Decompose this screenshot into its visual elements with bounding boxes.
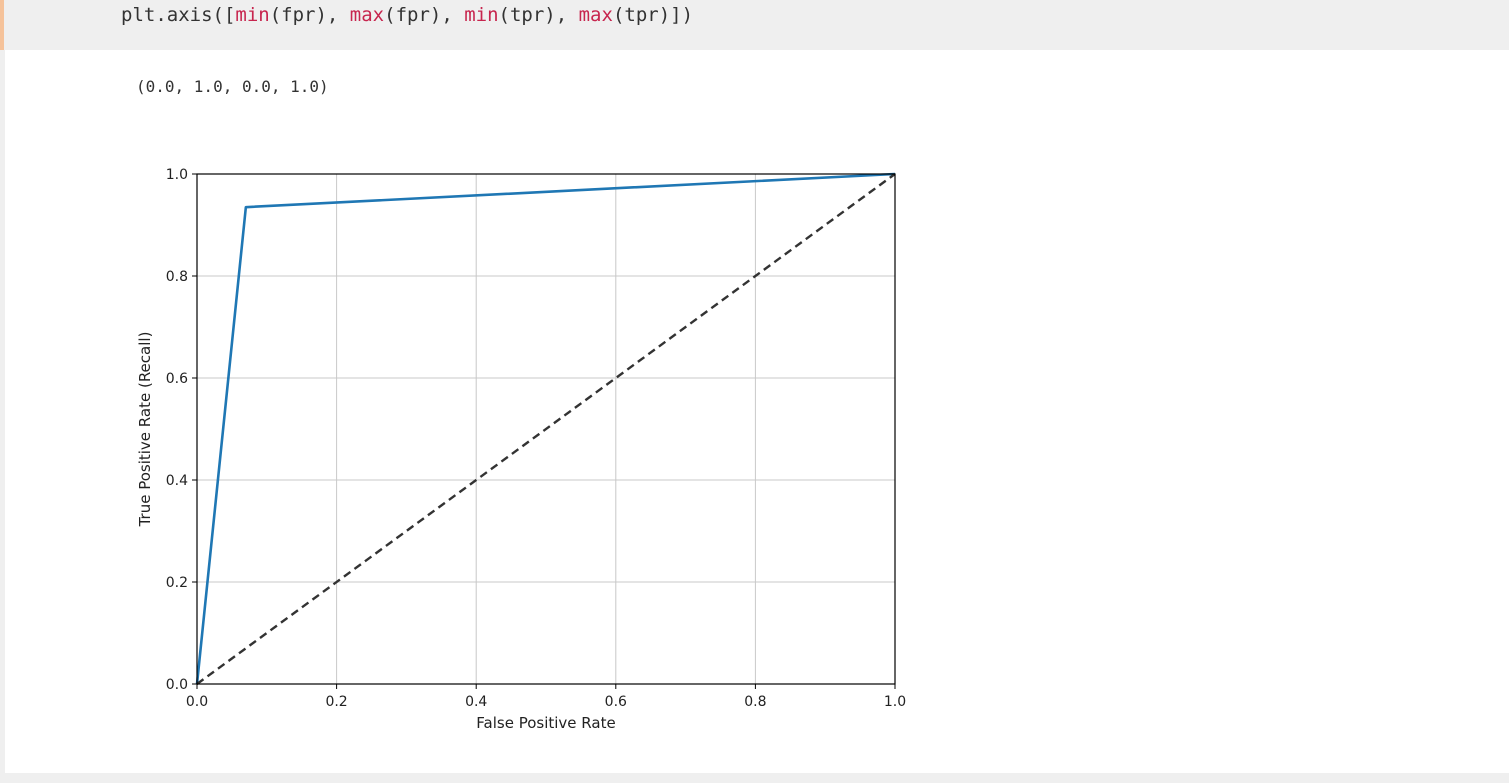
x-tick-label: 0.8 bbox=[744, 694, 766, 710]
roc-curve-line bbox=[195, 172, 896, 685]
y-tick-label: 0.4 bbox=[166, 473, 188, 489]
x-ticks: 0.0 0.2 0.4 0.6 0.8 1.0 bbox=[186, 684, 906, 710]
x-axis-label: False Positive Rate bbox=[476, 714, 615, 732]
diagonal-reference-line bbox=[196, 173, 896, 685]
y-tick-label: 0.2 bbox=[166, 575, 188, 591]
code-token: (tpr), bbox=[498, 4, 579, 26]
x-tick-label: 0.2 bbox=[325, 694, 347, 710]
cell-bottom-border bbox=[0, 773, 1509, 783]
cell-selection-marker bbox=[0, 0, 4, 50]
code-input-cell[interactable]: plt.axis([min(fpr), max(fpr), min(tpr), … bbox=[0, 0, 1509, 50]
y-axis-label: True Positive Rate (Recall) bbox=[136, 332, 154, 528]
output-text: (0.0, 1.0, 0.0, 1.0) bbox=[136, 77, 329, 96]
code-builtin-token: min bbox=[235, 4, 270, 26]
code-token: (fpr), bbox=[384, 4, 465, 26]
x-tick-label: 0.6 bbox=[605, 694, 627, 710]
y-ticks: 0.0 0.2 0.4 0.6 0.8 1.0 bbox=[166, 167, 197, 693]
x-tick-label: 0.0 bbox=[186, 694, 208, 710]
code-builtin-token: min bbox=[464, 4, 499, 26]
roc-chart: 0.0 0.2 0.4 0.6 0.8 1.0 0.0 0.2 0.4 0.6 0.8 1.0 Fa… bbox=[136, 167, 906, 732]
code-token: (fpr), bbox=[269, 4, 350, 26]
plot-frame bbox=[196, 173, 896, 685]
code-line[interactable]: plt.axis([min(fpr), max(fpr), min(tpr), … bbox=[121, 3, 693, 27]
x-tick-label: 1.0 bbox=[884, 694, 906, 710]
y-tick-label: 0.6 bbox=[166, 371, 188, 387]
code-token: plt.axis([ bbox=[121, 4, 236, 26]
y-tick-label: 1.0 bbox=[166, 167, 188, 183]
code-builtin-token: max bbox=[349, 4, 385, 26]
code-token: (tpr)]) bbox=[612, 4, 694, 26]
y-tick-label: 0.8 bbox=[166, 269, 188, 285]
code-builtin-token: max bbox=[578, 4, 613, 26]
output-cell-border bbox=[0, 50, 5, 783]
series-group bbox=[195, 172, 896, 685]
x-tick-label: 0.4 bbox=[465, 694, 487, 710]
y-tick-label: 0.0 bbox=[166, 677, 188, 693]
